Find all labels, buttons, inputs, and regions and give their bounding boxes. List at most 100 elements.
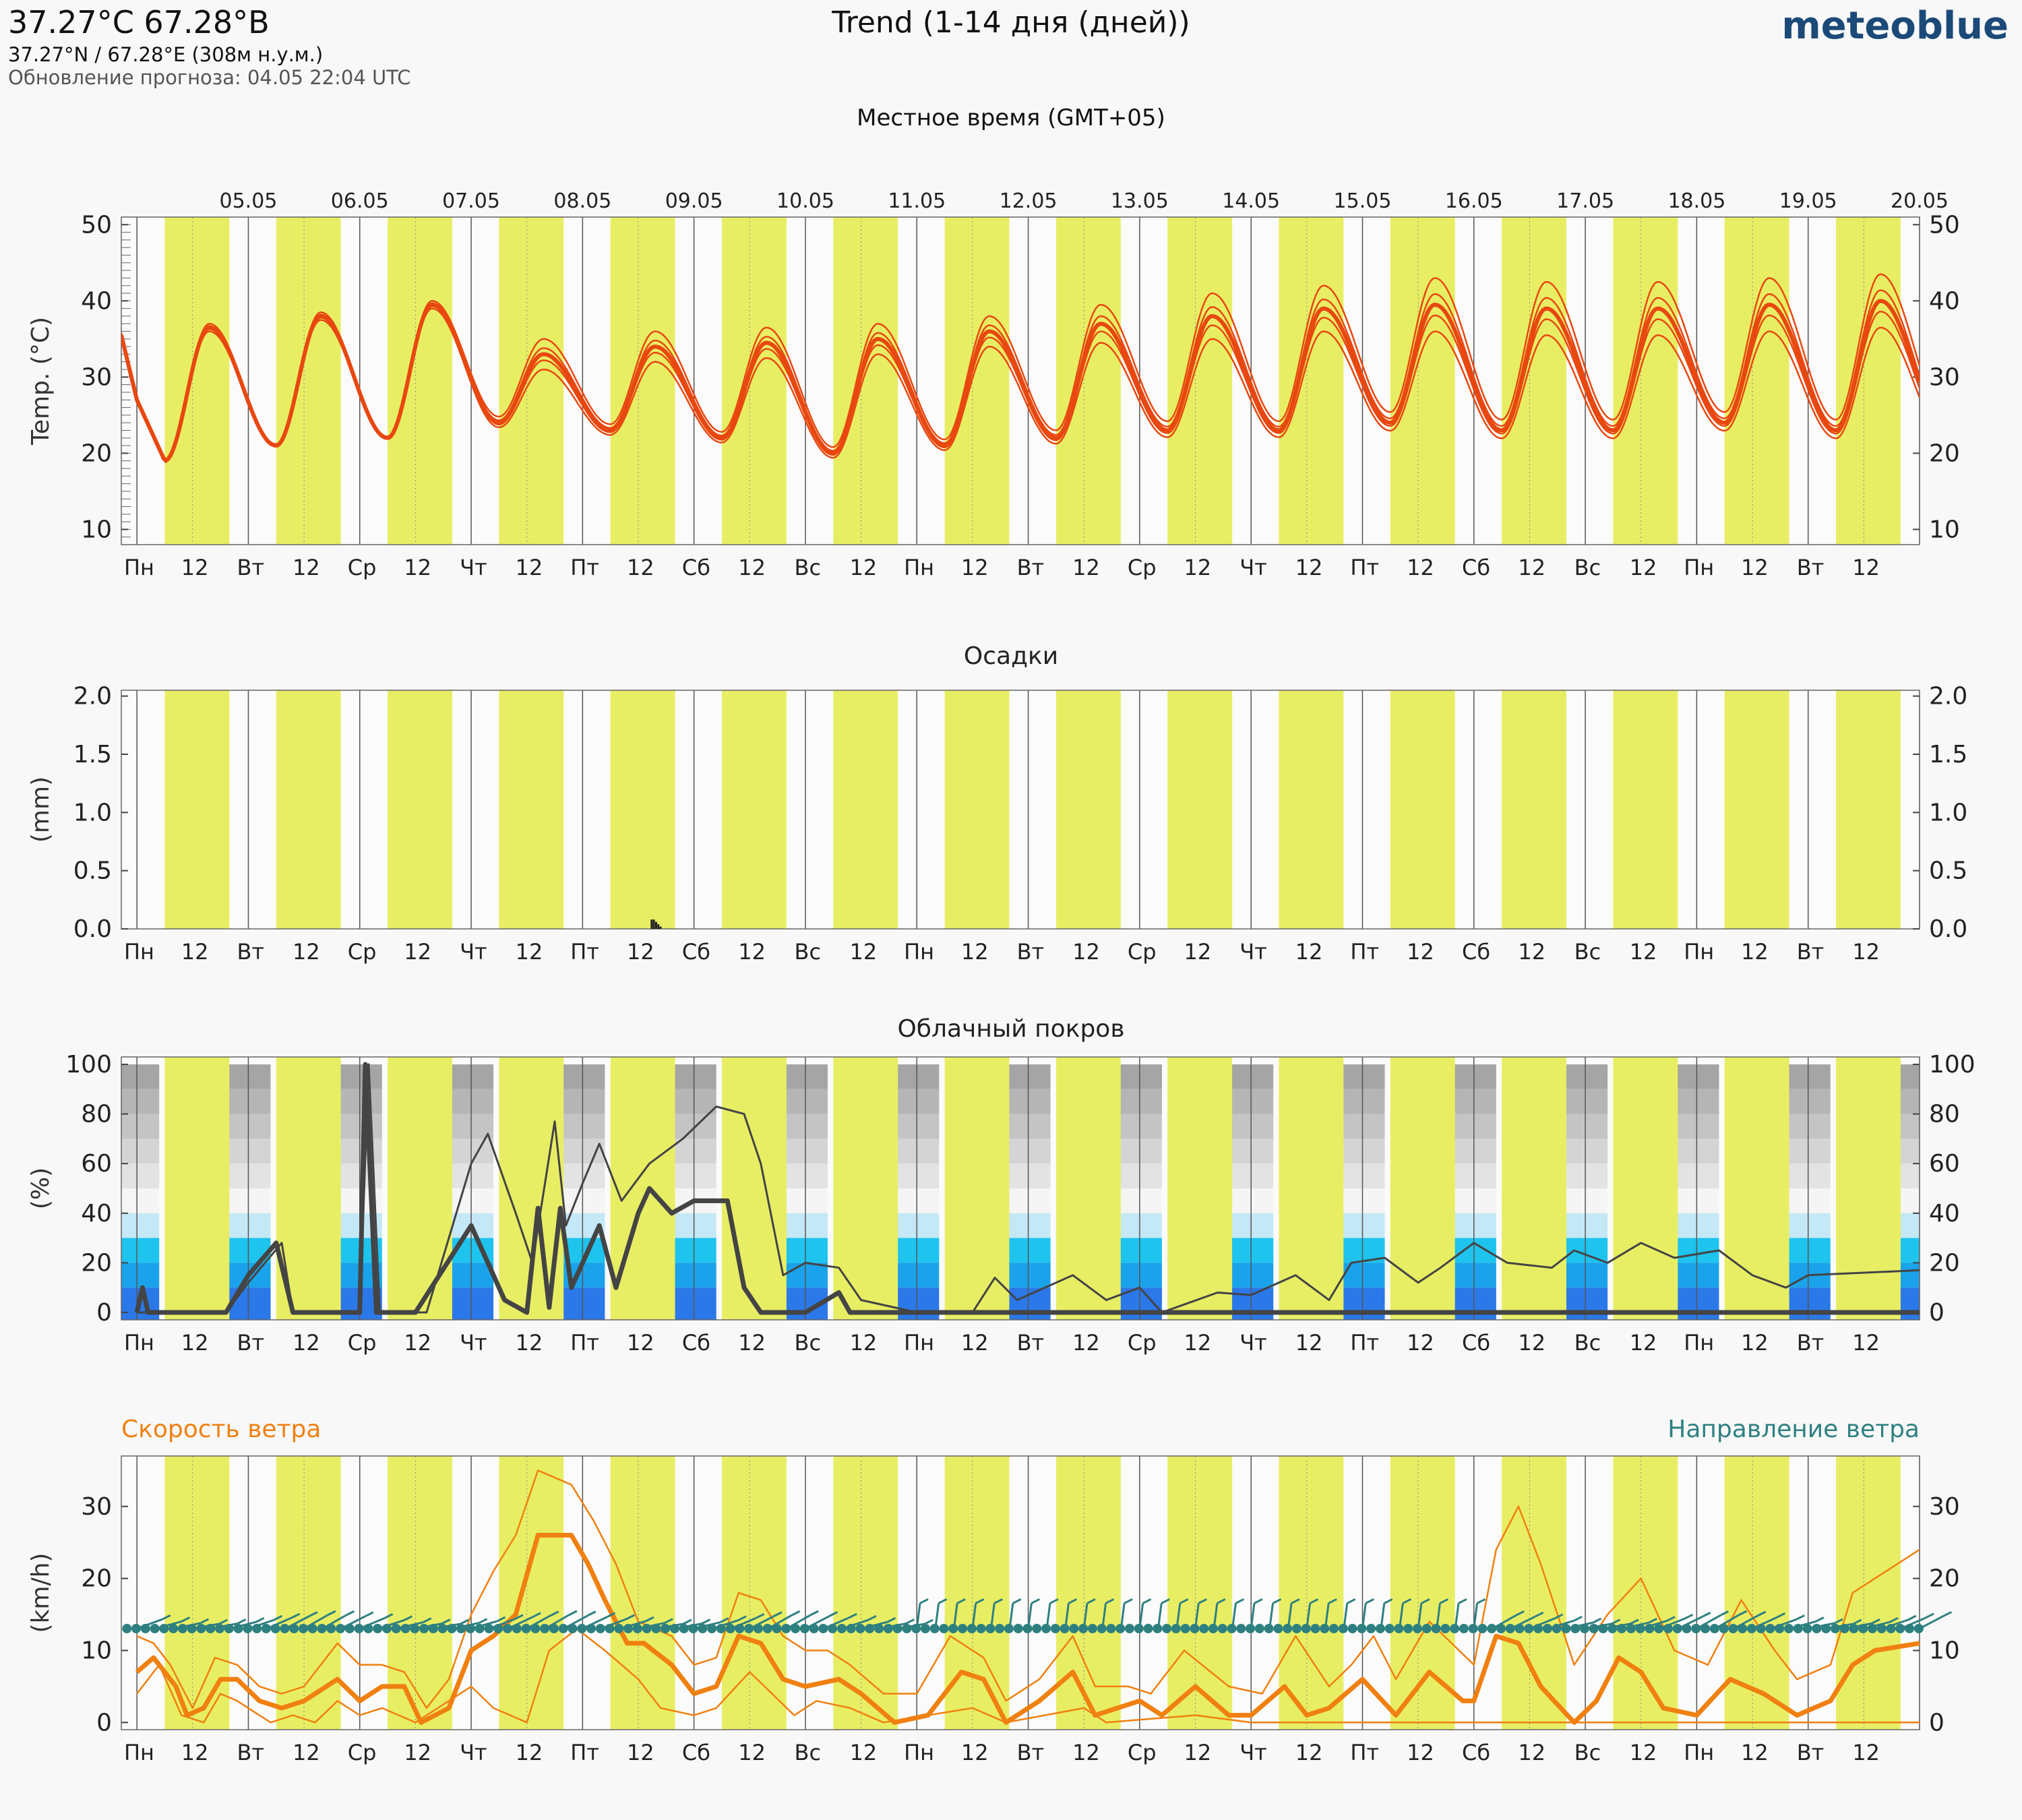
noon-label: 12 — [1072, 555, 1100, 580]
panel-cloud-background — [121, 1057, 1920, 1320]
y-tick-label-left: 20 — [81, 1249, 112, 1277]
wind-barb-tick — [200, 1618, 210, 1625]
wind-direction-dot — [1709, 1624, 1719, 1633]
noon-label: 12 — [181, 1740, 209, 1765]
wind-barb — [415, 1622, 442, 1630]
temperature-mean-line — [121, 299, 1920, 464]
daylight-band — [721, 217, 787, 545]
wind-barb — [898, 1622, 925, 1630]
weekday-label: Вт — [1017, 555, 1045, 580]
wind-direction-dot — [1050, 1624, 1060, 1633]
wind-direction-dot — [558, 1624, 568, 1633]
wind-barb-tick — [532, 1612, 541, 1618]
wind-direction-dot — [1283, 1624, 1293, 1633]
wind-barb-tick — [1402, 1598, 1412, 1604]
daylight-band — [1390, 1057, 1455, 1320]
wind-barb — [1213, 1603, 1219, 1629]
noon-label: 12 — [627, 939, 654, 965]
weekday-label: Вс — [1574, 939, 1601, 965]
y-tick-label-left: 0 — [96, 1709, 112, 1736]
wind-barb-tick — [1815, 1616, 1825, 1622]
wind-barb-tick — [1834, 1618, 1843, 1625]
daylight-band — [499, 690, 564, 929]
wind-direction-dot — [131, 1624, 142, 1633]
noon-label: 12 — [850, 1330, 878, 1356]
wind-barb — [805, 1615, 830, 1630]
daylight-band — [1167, 217, 1233, 545]
wind-barb — [1678, 1616, 1703, 1630]
wind-barb — [582, 1616, 608, 1630]
wind-barb — [396, 1621, 424, 1630]
wind-direction-dot — [1440, 1624, 1450, 1633]
noon-label: 12 — [181, 1330, 209, 1356]
panel-frame — [121, 690, 1920, 930]
wind-barb-tick — [1515, 1610, 1525, 1616]
noon-label: 12 — [1518, 939, 1545, 965]
wind-barb — [879, 1622, 907, 1630]
y-tick-label-right: 10 — [1929, 516, 1960, 543]
cloud-cover-series — [134, 1062, 1920, 1315]
wind-direction-dot — [1459, 1624, 1469, 1633]
wind-barb-tick — [568, 1610, 578, 1616]
wind-barb-tick — [460, 1618, 470, 1625]
weekday-label: Пн — [904, 555, 934, 580]
wind-barb-tick — [1031, 1598, 1041, 1604]
date-label: 15.05 — [1334, 189, 1392, 213]
daylight-band — [944, 1057, 1010, 1320]
daylight-band — [721, 690, 787, 929]
panel-wind-background — [121, 1456, 1920, 1730]
weekday-label: Пн — [1684, 555, 1714, 580]
wind-barb — [1845, 1622, 1872, 1630]
wind-direction-markers — [122, 1598, 1953, 1633]
wind-barb — [1120, 1603, 1126, 1629]
wind-barb — [1306, 1603, 1312, 1629]
date-label: 05.05 — [220, 189, 278, 213]
y-tick-label-left: 40 — [81, 287, 112, 315]
wind-barb — [619, 1620, 646, 1630]
wind-barb-tick — [384, 1613, 394, 1619]
wind-barb — [952, 1603, 958, 1629]
y-tick-label-left: 10 — [81, 516, 112, 543]
daylight-band — [944, 1456, 1010, 1730]
night-cloud-band — [1897, 1139, 1920, 1164]
weekday-label: Сб — [682, 1330, 710, 1356]
weekday-label: Вт — [237, 939, 264, 965]
wind-barb-tick — [1421, 1598, 1430, 1604]
wind-barb — [1808, 1622, 1835, 1630]
wind-direction-dot — [614, 1624, 624, 1633]
wind-direction-dot — [1060, 1624, 1070, 1633]
wind-direction-dot — [781, 1624, 791, 1633]
wind-barb — [1417, 1603, 1423, 1629]
wind-barb-tick — [1235, 1598, 1245, 1604]
wind-barb-tick — [1291, 1598, 1300, 1604]
noon-label: 12 — [293, 555, 320, 580]
wind-direction-dot — [1746, 1624, 1756, 1633]
wind-direction-dot — [1329, 1624, 1339, 1633]
daylight-band — [833, 217, 898, 545]
wind-barb-tick — [1573, 1615, 1583, 1622]
noon-label: 12 — [850, 555, 878, 580]
wind-direction-dot — [298, 1624, 308, 1633]
wind-barb-tick — [496, 1616, 506, 1622]
wind-barb — [1287, 1603, 1293, 1629]
noon-label: 12 — [738, 1330, 766, 1356]
weekday-label: Вт — [1797, 939, 1825, 965]
wind-barb — [1436, 1603, 1441, 1629]
noon-label: 12 — [404, 555, 431, 580]
wind-barb — [823, 1616, 849, 1630]
weekday-label: Вт — [237, 1330, 264, 1356]
wind-direction-dot — [818, 1624, 828, 1633]
precipitation-title: Осадки — [964, 642, 1058, 670]
wind-direction-dot — [1227, 1624, 1237, 1633]
noon-label: 12 — [293, 939, 320, 965]
weekday-label: Пн — [124, 555, 154, 580]
weekday-label: Пн — [124, 1740, 154, 1765]
wind-direction-dot — [1041, 1624, 1051, 1633]
wind-direction-dot — [1384, 1624, 1395, 1633]
weekday-label: Пн — [904, 939, 934, 965]
wind-direction-dot — [1413, 1624, 1423, 1633]
wind-barb — [1454, 1603, 1460, 1629]
y-axis-label: (%) — [27, 1167, 55, 1209]
panel-frame — [121, 1056, 1920, 1321]
noon-label: 12 — [293, 1740, 320, 1765]
